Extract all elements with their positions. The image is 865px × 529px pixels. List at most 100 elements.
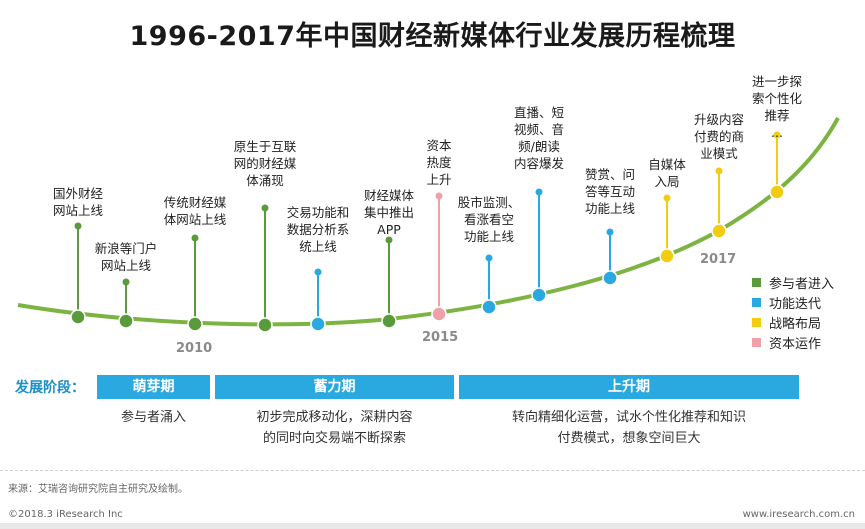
year-label-2015: 2015 [422,330,459,345]
legend-item-strategy: 战略布局 [752,312,834,332]
milestone-dot-participant [187,316,203,332]
milestone-label-line: 看涨看空 [463,212,515,227]
legend-label: 战略布局 [769,316,822,332]
milestone-stem-cap [606,228,614,236]
milestone-stem-cap [663,194,671,202]
legend-swatch-strategy [752,317,761,327]
legend-item-participant: 参与者进入 [752,272,834,292]
copyright: ©2018.3 iResearch Inc [8,509,123,520]
milestone-label: 财经媒体集中推出 APP [364,187,414,238]
milestone-dot-function [310,316,326,332]
milestone-dot-participant [381,313,397,329]
milestone-label-line: 统上线 [299,239,337,254]
stage-label: 发展阶段： [15,380,85,396]
milestone-dot-strategy [769,184,785,200]
stage-desc-line: 转向精细化运营，试水个性化推荐和知识 [511,410,746,425]
milestone-label-line: 网的财经媒 [233,156,297,171]
milestone-label-line: 财经媒体 [363,188,415,203]
milestone-label-line: 集中推出 [363,205,415,220]
milestone-dot-participant [257,317,273,333]
stage-desc-line: 的同时向交易端不断探索 [262,431,406,446]
stage-desc-line: 付费模式，想象空间巨大 [557,431,701,446]
milestone-label-line: 视频、音 [513,122,565,137]
milestone-label: 直播、短视频、音频/朗读内容爆发 [514,104,564,172]
milestone-label-line: 网站上线 [100,258,152,273]
milestone-stem-cap [314,268,322,276]
stage-desc-rise: 转向精细化运营，试水个性化推荐和知识 付费模式，想象空间巨大 [459,407,799,449]
legend-label: 参与者进入 [769,276,835,292]
milestone-stem-cap [715,167,723,175]
milestone-stem-cap [535,188,543,196]
milestone-label: 资本 热度 上升 [426,137,451,188]
year-label-2010: 2010 [176,341,213,356]
milestone-label-line: 进一步探 [751,74,803,89]
milestone-label: 股市监测、看涨看空功能上线 [458,194,521,245]
milestone-label-line: 原生于互联 [233,139,297,154]
legend-item-function: 功能迭代 [752,292,834,312]
website-url: www.iresearch.com.cn [742,509,855,520]
legend-label: 资本运作 [769,336,822,352]
year-label-2017: 2017 [700,252,737,267]
legend-swatch-participant [752,277,761,287]
milestone-label-line: 股市监测、 [457,195,521,210]
milestone-label: 国外财经 网站上线 [53,185,103,219]
milestone-label-line: 升级内容 [693,112,745,127]
milestone-label: 进一步探 索个性化 推荐... [752,73,802,141]
milestone-label-line: 上升 [426,172,452,187]
milestone-stem-cap [191,234,199,242]
milestone-label-line: 传统财经媒 [163,195,227,210]
legend-swatch-function [752,297,761,307]
milestone-label-line: 热度 [426,155,452,170]
milestone-label-line: 付费的商 [693,129,745,144]
milestone-label-line: 国外财经 [52,186,104,201]
milestone-stem-cap [261,204,269,212]
milestone-label-line: 频/朗读 [518,139,560,154]
milestone-label-line: APP [377,222,401,237]
milestone-label-line: 答等互动 [584,184,636,199]
milestone-label: 新浪等门户 网站上线 [95,240,158,274]
milestone-label-line: 直播、短 [513,105,565,120]
milestone-label-line: 交易功能和 [286,205,350,220]
milestone-label: 传统财经媒体网站上线 [164,194,227,228]
milestone-label-line: 入局 [654,174,680,189]
legend-swatch-capital [752,337,761,347]
page-title: 1996-2017年中国财经新媒体行业发展历程梳理 [129,21,736,52]
legend: 参与者进入 功能迭代 战略布局 资本运作 [752,272,834,352]
milestone-dot-function [481,299,497,315]
source-note: 来源：艾瑞咨询研究院自主研究及绘制。 [8,484,188,495]
milestone-label: 升级内容 付费的商 业模式 [694,111,744,162]
milestone-label-line: 资本 [426,138,452,153]
milestone-stem-cap [485,254,493,262]
milestone-stem-cap [122,278,130,286]
stage-desc-line: 参与者涌入 [120,410,186,425]
milestone-dot-function [531,287,547,303]
milestone-label: 赞赏、问答等互动功能上线 [585,166,635,217]
milestone-label-line: 赞赏、问 [584,167,636,182]
stage-desc-sprout: 参与者涌入 [97,407,210,428]
milestone-dot-function [602,270,618,286]
milestone-dot-participant [70,309,86,325]
milestone-label-line: 推荐 [764,108,790,123]
milestone-stem-cap [773,131,781,139]
milestone-label-line: 数据分析系 [286,222,350,237]
legend-item-capital: 资本运作 [752,332,834,352]
milestone-stem-cap [435,192,443,200]
milestone-label: 原生于互联网的财经媒体涌现 [234,138,297,189]
stage-desc-accumulate: 初步完成移动化，深耕内容 的同时向交易端不断探索 [215,407,454,449]
stage-desc-line: 初步完成移动化，深耕内容 [256,410,413,425]
milestone-label-line: 网站上线 [52,203,104,218]
divider [0,470,865,471]
milestone-dot-strategy [711,223,727,239]
footer-bar [0,523,865,529]
milestone-label-line: 新浪等门户 [94,241,158,256]
milestone-dot-strategy [659,248,675,264]
timeline-chart [17,117,840,333]
milestone-label-line: 功能上线 [584,201,636,216]
milestone-label-line: 体网站上线 [163,212,227,227]
milestone-dot-participant [118,313,134,329]
milestone-label-line: 自媒体 [648,157,686,172]
milestone-label-line: 体涌现 [246,173,284,188]
milestone-label-line: 功能上线 [463,229,515,244]
milestone-label-line: ... [771,125,783,140]
milestone-label-line: 内容爆发 [513,156,565,171]
